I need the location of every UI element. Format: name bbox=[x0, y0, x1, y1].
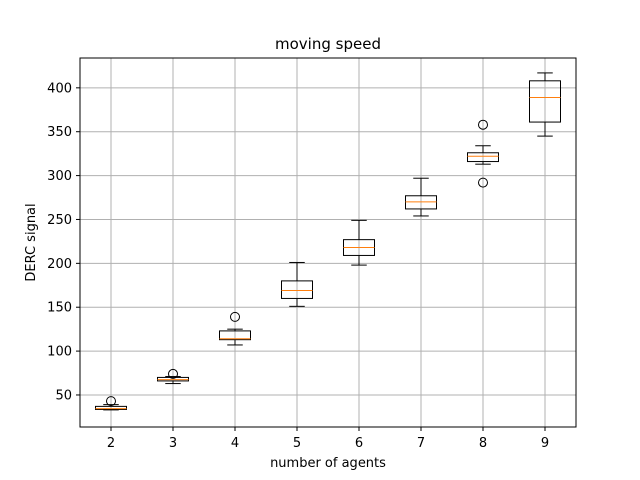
y-tick-label: 100 bbox=[47, 345, 72, 360]
flier-point bbox=[478, 177, 488, 188]
box-group-2 bbox=[95, 396, 127, 411]
plot-area-frame bbox=[79, 57, 577, 428]
x-tick-label: 7 bbox=[417, 436, 425, 451]
box-body bbox=[95, 405, 127, 410]
box-group-5 bbox=[281, 261, 313, 307]
axis-ticks: 2 3 4 5 6 7 8 9 50 100 150 200 250 300 350 400 bbox=[47, 81, 549, 451]
x-tick-label: 9 bbox=[541, 436, 549, 451]
box-group-3 bbox=[157, 368, 189, 385]
box-group-7 bbox=[405, 177, 437, 217]
box-body bbox=[281, 280, 313, 299]
x-tick-label: 4 bbox=[231, 436, 239, 451]
y-tick-label: 250 bbox=[47, 213, 72, 228]
x-tick-label: 5 bbox=[293, 436, 301, 451]
y-tick-label: 200 bbox=[47, 257, 72, 272]
x-tick-label: 2 bbox=[107, 436, 115, 451]
x-tick-label: 8 bbox=[479, 436, 487, 451]
y-tick-label: 300 bbox=[47, 169, 72, 184]
box-group-9 bbox=[529, 72, 561, 137]
y-tick-label: 350 bbox=[47, 125, 72, 140]
flier-point bbox=[478, 119, 488, 130]
box-group-6 bbox=[343, 219, 375, 266]
box-body bbox=[467, 152, 499, 163]
y-tick-label: 150 bbox=[47, 301, 72, 316]
box-group-4 bbox=[219, 311, 251, 346]
flier-point bbox=[168, 368, 178, 379]
flier-point bbox=[230, 311, 240, 322]
y-tick-label: 50 bbox=[55, 388, 72, 403]
box-plots bbox=[95, 72, 561, 411]
x-axis-label: number of agents bbox=[270, 456, 386, 471]
box-body bbox=[529, 80, 561, 123]
y-tick-label: 400 bbox=[47, 81, 72, 96]
grid-lines bbox=[80, 58, 576, 427]
x-tick-label: 3 bbox=[169, 436, 177, 451]
flier-point bbox=[106, 396, 116, 407]
x-tick-label: 6 bbox=[355, 436, 363, 451]
chart-title: moving speed bbox=[275, 35, 381, 53]
box-body bbox=[219, 330, 251, 341]
y-axis-label: DERC signal bbox=[24, 203, 39, 281]
box-group-8 bbox=[467, 119, 499, 188]
